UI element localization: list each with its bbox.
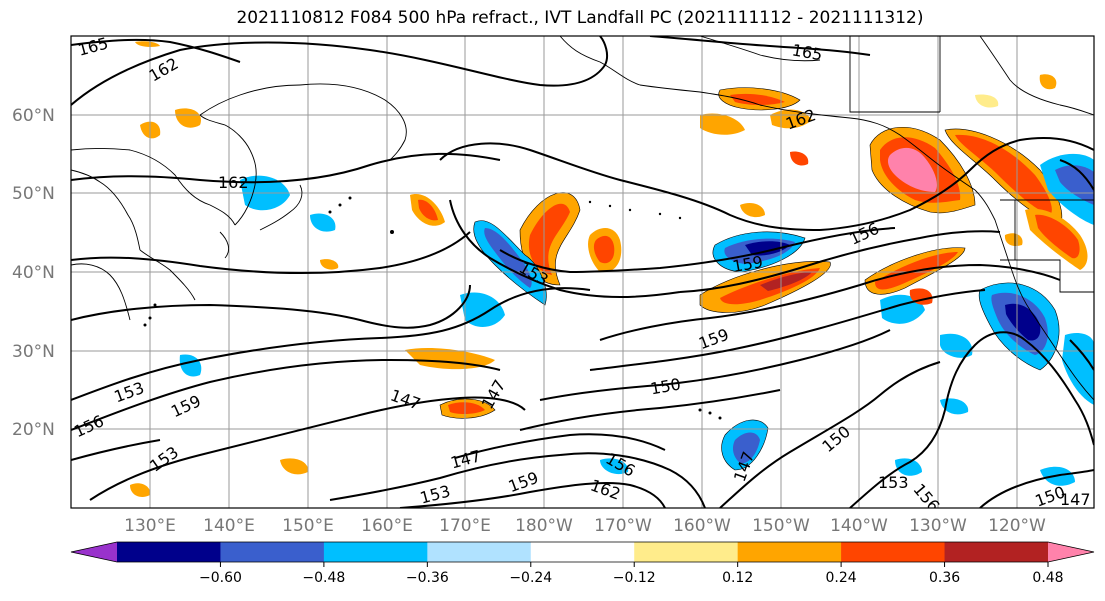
lon-label: 180°W [515,516,573,536]
colorbar-tick-label: −0.36 [406,570,449,586]
islands [143,196,722,420]
colorbar-segment [220,542,325,562]
colorbar: −0.60 −0.48 −0.36 −0.24 −0.12 0.12 0.24 0.36 0.4… [70,541,1095,586]
colorbar-segment [427,542,532,562]
contour-label: 147 [1060,490,1091,509]
lat-label: 40°N [12,263,55,283]
colorbar-tick-label: 0.48 [1032,570,1063,586]
longitude-labels: 130°E 140°E 150°E 160°E 170°E 180°W 170°… [124,516,1046,536]
colorbar-tick-label: 0.36 [929,570,960,586]
lat-label: 60°N [12,106,55,126]
lon-label: 170°E [439,516,491,536]
colorbar-tick-label: −0.60 [199,570,242,586]
colorbar-segment [117,542,221,562]
colorbar-segment [737,542,842,562]
lon-label: 150°W [752,516,810,536]
height-contours [71,36,1094,508]
lon-label: 130°W [909,516,967,536]
colorbar-tick-label: −0.24 [509,570,552,586]
anomaly-fill [130,41,1094,497]
lon-label: 150°E [282,516,334,536]
lat-label: 20°N [12,420,55,440]
latitude-labels: 60°N 50°N 40°N 30°N 20°N [12,106,55,440]
map-title: 2021110812 F084 500 hPa refract., IVT La… [236,8,924,28]
colorbar-segment [944,542,1049,562]
colorbar-extend-high [1048,542,1094,562]
colorbar-extend-low [71,542,117,562]
colorbar-segment [530,542,635,562]
lon-label: 160°E [361,516,413,536]
map-frame [70,35,1095,509]
contour-label: 153 [878,473,909,492]
lon-label: 130°E [124,516,176,536]
lon-label: 160°W [673,516,731,536]
lon-label: 140°E [203,516,255,536]
colorbar-tick-label: −0.48 [302,570,345,586]
colorbar-outline [70,541,1095,563]
colorbar-segment [634,542,739,562]
lon-label: 170°W [594,516,652,536]
lat-label: 30°N [12,342,55,362]
colorbar-tick-label: 0.24 [826,570,857,586]
colorbar-segment [841,542,946,562]
lon-label: 120°W [988,516,1046,536]
colorbar-tick-label: 0.12 [722,570,753,586]
colorbar-tick-label: −0.12 [613,570,656,586]
colorbar-segment [323,542,428,562]
contour-label: 165 [76,34,110,60]
lat-label: 50°N [12,184,55,204]
lon-label: 140°W [830,516,888,536]
contour-label: 162 [218,173,249,192]
